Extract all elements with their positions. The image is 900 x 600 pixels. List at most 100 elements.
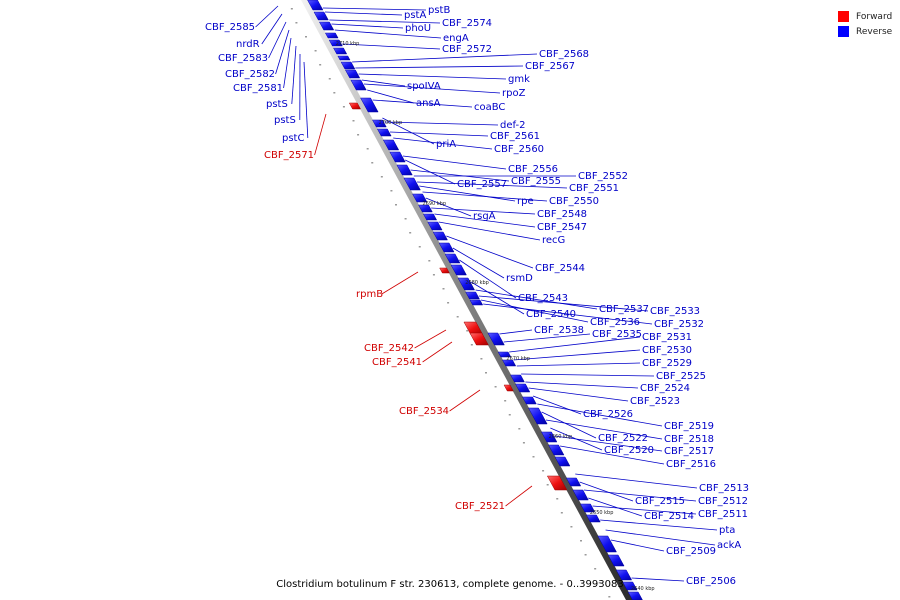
forward-gene-block[interactable]	[348, 102, 361, 110]
reverse-gene-block[interactable]	[318, 21, 335, 31]
reverse-gene-label[interactable]: ackA	[717, 540, 741, 551]
reverse-gene-block[interactable]	[565, 477, 582, 487]
reverse-gene-block[interactable]	[607, 554, 625, 567]
reverse-gene-label[interactable]: CBF_2560	[494, 144, 544, 155]
reverse-gene-label[interactable]: CBF_2535	[592, 329, 642, 340]
forward-gene-label[interactable]: CBF_2542	[364, 343, 414, 354]
reverse-gene-block[interactable]	[622, 581, 638, 591]
reverse-gene-block[interactable]	[497, 351, 512, 358]
reverse-gene-block[interactable]	[457, 277, 476, 291]
reverse-gene-label[interactable]: pta	[719, 525, 735, 536]
reverse-gene-label[interactable]: CBF_2561	[490, 131, 540, 142]
reverse-gene-block[interactable]	[465, 291, 480, 300]
forward-gene-block[interactable]	[546, 475, 568, 491]
reverse-gene-block[interactable]	[360, 97, 379, 113]
reverse-gene-label[interactable]: def-2	[500, 120, 525, 131]
reverse-gene-label[interactable]: CBF_2506	[686, 576, 736, 587]
reverse-gene-label[interactable]: CBF_2515	[635, 496, 685, 507]
reverse-gene-label[interactable]: CBF_2531	[642, 332, 692, 343]
reverse-gene-block[interactable]	[313, 11, 329, 21]
reverse-gene-label[interactable]: CBF_2567	[525, 61, 575, 72]
reverse-gene-label[interactable]: pstA	[404, 10, 426, 21]
reverse-gene-block[interactable]	[597, 535, 617, 553]
reverse-gene-label[interactable]: CBF_2537	[599, 304, 649, 315]
reverse-gene-block[interactable]	[307, 0, 324, 11]
reverse-gene-label[interactable]: CBF_2585	[205, 22, 255, 33]
reverse-gene-label[interactable]: CBF_2530	[642, 345, 692, 356]
reverse-gene-label[interactable]: spoIVA	[407, 81, 441, 92]
reverse-gene-label[interactable]: CBF_2532	[654, 319, 704, 330]
reverse-gene-label[interactable]: rpoZ	[502, 88, 526, 99]
reverse-gene-block[interactable]	[510, 374, 525, 383]
reverse-gene-block[interactable]	[432, 231, 448, 241]
reverse-gene-block[interactable]	[337, 55, 351, 61]
reverse-gene-block[interactable]	[522, 396, 537, 405]
reverse-gene-block[interactable]	[438, 242, 455, 253]
reverse-gene-label[interactable]: coaBC	[474, 102, 505, 113]
reverse-gene-label[interactable]: CBF_2574	[442, 18, 492, 29]
reverse-gene-label[interactable]: priA	[436, 139, 456, 150]
reverse-gene-block[interactable]	[376, 128, 392, 137]
reverse-gene-label[interactable]: pstS	[266, 99, 288, 110]
reverse-gene-block[interactable]	[487, 332, 505, 346]
reverse-gene-label[interactable]: CBF_2514	[644, 511, 694, 522]
reverse-gene-label[interactable]: nrdR	[236, 39, 260, 50]
reverse-gene-label[interactable]: CBF_2522	[598, 433, 648, 444]
forward-gene-label[interactable]: CBF_2521	[455, 501, 505, 512]
reverse-gene-label[interactable]: CBF_2557	[457, 179, 507, 190]
reverse-gene-label[interactable]: CBF_2551	[569, 183, 619, 194]
reverse-gene-label[interactable]: phoU	[405, 23, 431, 34]
reverse-gene-label[interactable]: CBF_2538	[534, 325, 584, 336]
reverse-gene-label[interactable]: CBF_2536	[590, 317, 640, 328]
reverse-gene-block[interactable]	[615, 569, 633, 581]
reverse-gene-label[interactable]: engA	[443, 33, 469, 44]
reverse-gene-block[interactable]	[528, 407, 548, 425]
reverse-gene-label[interactable]: CBF_2555	[511, 176, 561, 187]
forward-gene-label[interactable]: CBF_2534	[399, 406, 449, 417]
reverse-gene-label[interactable]: CBF_2572	[442, 44, 492, 55]
reverse-gene-label[interactable]: CBF_2568	[539, 49, 589, 60]
reverse-gene-block[interactable]	[515, 383, 531, 393]
reverse-gene-block[interactable]	[502, 359, 517, 367]
reverse-gene-block[interactable]	[422, 213, 438, 221]
reverse-gene-label[interactable]: rpe	[517, 196, 534, 207]
reverse-gene-label[interactable]: CBF_2519	[664, 421, 714, 432]
reverse-gene-label[interactable]: CBF_2544	[535, 263, 585, 274]
reverse-gene-block[interactable]	[469, 299, 484, 306]
reverse-gene-label[interactable]: gmk	[508, 74, 530, 85]
reverse-gene-label[interactable]: CBF_2509	[666, 546, 716, 557]
reverse-gene-block[interactable]	[324, 32, 339, 39]
reverse-gene-block[interactable]	[548, 444, 565, 456]
reverse-gene-block[interactable]	[444, 253, 461, 264]
reverse-gene-label[interactable]: CBF_2523	[630, 396, 680, 407]
reverse-gene-label[interactable]: CBF_2524	[640, 383, 690, 394]
reverse-gene-label[interactable]: CBF_2581	[233, 83, 283, 94]
reverse-gene-label[interactable]: CBF_2525	[656, 371, 706, 382]
reverse-gene-block[interactable]	[627, 591, 643, 600]
reverse-gene-block[interactable]	[382, 139, 400, 151]
forward-gene-label[interactable]: CBF_2571	[264, 150, 314, 161]
reverse-gene-label[interactable]: CBF_2529	[642, 358, 692, 369]
reverse-gene-block[interactable]	[418, 204, 433, 213]
reverse-gene-label[interactable]: CBF_2556	[508, 164, 558, 175]
reverse-gene-label[interactable]: CBF_2583	[218, 53, 268, 64]
reverse-gene-label[interactable]: rsgA	[473, 211, 496, 222]
reverse-gene-block[interactable]	[554, 456, 571, 467]
reverse-gene-block[interactable]	[412, 193, 428, 203]
reverse-gene-block[interactable]	[372, 119, 387, 128]
reverse-gene-label[interactable]: CBF_2518	[664, 434, 714, 445]
reverse-gene-label[interactable]: CBF_2512	[698, 496, 748, 507]
reverse-gene-label[interactable]: CBF_2533	[650, 306, 700, 317]
reverse-gene-label[interactable]: CBF_2552	[578, 171, 628, 182]
reverse-gene-block[interactable]	[586, 514, 601, 523]
reverse-gene-label[interactable]: recG	[542, 235, 565, 246]
reverse-gene-label[interactable]: CBF_2516	[666, 459, 716, 470]
reverse-gene-label[interactable]: CBF_2520	[604, 445, 654, 456]
reverse-gene-label[interactable]: pstB	[428, 5, 450, 16]
reverse-gene-label[interactable]: rsmD	[506, 273, 533, 284]
reverse-gene-block[interactable]	[427, 221, 443, 231]
reverse-gene-label[interactable]: CBF_2526	[583, 409, 633, 420]
reverse-gene-block[interactable]	[396, 164, 413, 176]
reverse-gene-label[interactable]: CBF_2513	[699, 483, 749, 494]
reverse-gene-block[interactable]	[580, 503, 596, 513]
